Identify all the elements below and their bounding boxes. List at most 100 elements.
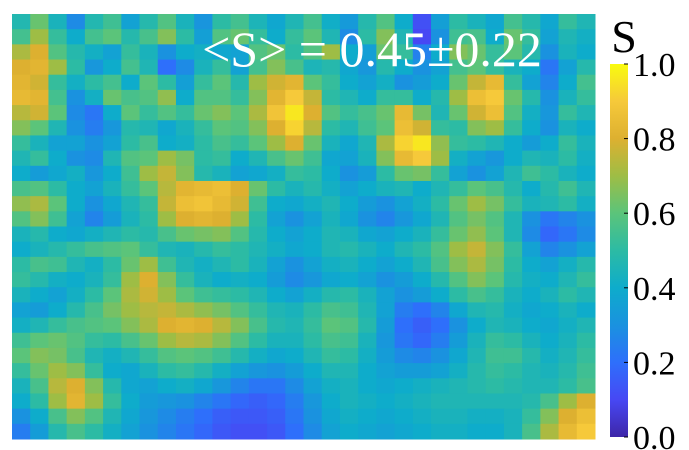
heatmap-cell (285, 393, 304, 410)
heatmap-cell (194, 272, 213, 288)
heatmap-cell (339, 135, 359, 152)
heatmap-cell (449, 302, 468, 319)
heatmap-cell (558, 408, 578, 425)
heatmap-cell (558, 226, 578, 243)
heatmap-cell (503, 393, 523, 410)
heatmap-cell (449, 256, 468, 273)
heatmap-cell (503, 165, 523, 182)
heatmap-cell (30, 14, 49, 30)
heatmap-cell (394, 105, 414, 121)
heatmap-cell (321, 74, 341, 91)
heatmap-cell (485, 317, 505, 334)
heatmap-cell (358, 287, 377, 303)
heatmap-cell (449, 44, 468, 61)
heatmap-cell (449, 408, 468, 425)
heatmap-cell (522, 135, 541, 152)
heatmap-cell (121, 196, 141, 212)
heatmap-cell (84, 74, 104, 91)
heatmap-cell (139, 211, 159, 227)
heatmap-cell (248, 423, 268, 440)
heatmap-cell (285, 59, 304, 76)
heatmap-cell (303, 211, 323, 227)
heatmap-cell (394, 196, 414, 212)
heatmap-cell (157, 378, 177, 394)
heatmap-cell (576, 241, 596, 258)
heatmap-cell (139, 393, 159, 410)
heatmap-cell (303, 393, 323, 410)
heatmap-cell (485, 408, 505, 425)
heatmap-cell (84, 120, 104, 136)
heatmap-cell (48, 59, 68, 76)
heatmap-cell (358, 256, 377, 273)
heatmap-cell (358, 180, 377, 197)
heatmap-cell (48, 256, 68, 273)
heatmap-cell (230, 408, 250, 425)
heatmap-cell (285, 165, 304, 182)
heatmap-cell (267, 211, 286, 227)
heatmap-cell (30, 74, 49, 91)
heatmap-cell (66, 378, 86, 394)
heatmap-cell (157, 408, 177, 425)
heatmap-cell (522, 74, 541, 91)
heatmap-cell (558, 165, 578, 182)
heatmap-cell (230, 29, 250, 45)
heatmap-cell (267, 363, 286, 379)
heatmap-cell (358, 393, 377, 410)
heatmap-cell (485, 211, 505, 227)
heatmap-cell (558, 302, 578, 319)
heatmap-cell (12, 105, 31, 121)
heatmap-cell (503, 241, 523, 258)
heatmap-cell (212, 74, 232, 91)
heatmap-cell (412, 29, 432, 45)
heatmap-cell (522, 363, 541, 379)
heatmap-cell (376, 44, 396, 61)
heatmap-cell (339, 120, 359, 136)
heatmap-cell (412, 150, 432, 167)
heatmap-cell (485, 347, 505, 364)
heatmap-cell (394, 347, 414, 364)
heatmap-cell (194, 165, 213, 182)
heatmap-cell (503, 256, 523, 273)
heatmap-cell (339, 74, 359, 91)
heatmap-cell (66, 196, 86, 212)
heatmap-cell (540, 423, 560, 440)
heatmap-cell (485, 120, 505, 136)
heatmap-cell (285, 226, 304, 243)
heatmap-cell (157, 287, 177, 303)
heatmap-cell (48, 211, 68, 227)
heatmap-cell (394, 317, 414, 334)
heatmap-cell (30, 105, 49, 121)
heatmap-cell (485, 241, 505, 258)
heatmap-cell (303, 14, 323, 30)
heatmap-cell (212, 317, 232, 334)
heatmap-cell (157, 150, 177, 167)
heatmap-cell (431, 256, 450, 273)
heatmap-cell (267, 44, 286, 61)
heatmap-cell (12, 332, 31, 349)
heatmap-cell (558, 29, 578, 45)
heatmap-cell (394, 302, 414, 319)
heatmap-cell (540, 14, 560, 30)
heatmap-cell (66, 180, 86, 197)
heatmap-cell (12, 363, 31, 379)
heatmap-cell (12, 317, 31, 334)
heatmap-cell (66, 347, 86, 364)
heatmap-cell (431, 29, 450, 45)
heatmap-cell (503, 347, 523, 364)
heatmap-cell (248, 44, 268, 61)
heatmap-cell (503, 272, 523, 288)
heatmap-cell (540, 241, 560, 258)
heatmap-cell (230, 89, 250, 106)
heatmap-cell (267, 423, 286, 440)
heatmap-cell (412, 378, 432, 394)
heatmap-cell (503, 120, 523, 136)
heatmap-cell (321, 423, 341, 440)
heatmap-cell (230, 332, 250, 349)
heatmap-cell (175, 256, 195, 273)
heatmap-cell (212, 59, 232, 76)
heatmap-cell (412, 165, 432, 182)
heatmap-cell (48, 423, 68, 440)
heatmap-cell (157, 105, 177, 121)
heatmap-cell (449, 287, 468, 303)
heatmap-cell (230, 287, 250, 303)
